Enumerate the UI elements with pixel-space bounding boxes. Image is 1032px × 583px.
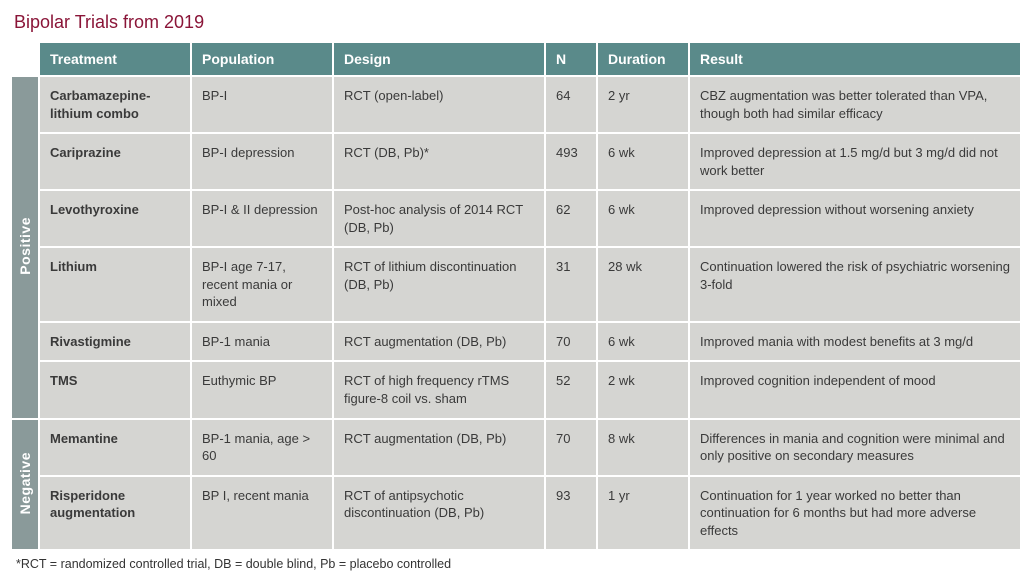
cell-design: RCT (open-label) — [334, 77, 544, 132]
cell-design: RCT augmentation (DB, Pb) — [334, 323, 544, 361]
cell-population: Euthymic BP — [192, 362, 332, 417]
cell-duration: 28 wk — [598, 248, 688, 321]
table-row: Risperidone augmentationBP I, recent man… — [12, 477, 1020, 550]
table-row: NegativeMemantineBP-1 mania, age > 60RCT… — [12, 420, 1020, 475]
cell-n: 64 — [546, 77, 596, 132]
cell-result: Improved depression without worsening an… — [690, 191, 1020, 246]
section-label-positive: Positive — [12, 77, 38, 418]
col-result: Result — [690, 43, 1020, 75]
footnote: *RCT = randomized controlled trial, DB =… — [10, 557, 1022, 571]
cell-design: RCT of antipsychotic discontinuation (DB… — [334, 477, 544, 550]
cell-duration: 2 wk — [598, 362, 688, 417]
cell-population: BP I, recent mania — [192, 477, 332, 550]
page-title: Bipolar Trials from 2019 — [10, 12, 1022, 33]
col-n: N — [546, 43, 596, 75]
cell-treatment: Memantine — [40, 420, 190, 475]
table-body: PositiveCarbamazepine-lithium comboBP-IR… — [12, 77, 1020, 549]
cell-design: RCT of lithium discontinuation (DB, Pb) — [334, 248, 544, 321]
col-treatment: Treatment — [40, 43, 190, 75]
cell-result: Improved depression at 1.5 mg/d but 3 mg… — [690, 134, 1020, 189]
table-row: RivastigmineBP-1 maniaRCT augmentation (… — [12, 323, 1020, 361]
cell-n: 62 — [546, 191, 596, 246]
cell-n: 31 — [546, 248, 596, 321]
trials-table: Treatment Population Design N Duration R… — [10, 41, 1022, 551]
table-row: PositiveCarbamazepine-lithium comboBP-IR… — [12, 77, 1020, 132]
col-population: Population — [192, 43, 332, 75]
cell-duration: 6 wk — [598, 134, 688, 189]
cell-n: 93 — [546, 477, 596, 550]
table-row: CariprazineBP-I depressionRCT (DB, Pb)*4… — [12, 134, 1020, 189]
cell-duration: 1 yr — [598, 477, 688, 550]
cell-population: BP-I depression — [192, 134, 332, 189]
cell-result: Improved mania with modest benefits at 3… — [690, 323, 1020, 361]
cell-population: BP-I — [192, 77, 332, 132]
cell-duration: 6 wk — [598, 191, 688, 246]
table-header-row: Treatment Population Design N Duration R… — [12, 43, 1020, 75]
cell-population: BP-I & II depression — [192, 191, 332, 246]
cell-n: 70 — [546, 420, 596, 475]
cell-design: RCT (DB, Pb)* — [334, 134, 544, 189]
cell-duration: 8 wk — [598, 420, 688, 475]
cell-n: 70 — [546, 323, 596, 361]
cell-population: BP-1 mania — [192, 323, 332, 361]
cell-treatment: Cariprazine — [40, 134, 190, 189]
cell-design: RCT augmentation (DB, Pb) — [334, 420, 544, 475]
col-design: Design — [334, 43, 544, 75]
table-row: LithiumBP-I age 7-17, recent mania or mi… — [12, 248, 1020, 321]
cell-treatment: Rivastigmine — [40, 323, 190, 361]
cell-result: Continuation for 1 year worked no better… — [690, 477, 1020, 550]
cell-design: Post-hoc analysis of 2014 RCT (DB, Pb) — [334, 191, 544, 246]
section-label-negative: Negative — [12, 420, 38, 550]
cell-treatment: Lithium — [40, 248, 190, 321]
cell-population: BP-I age 7-17, recent mania or mixed — [192, 248, 332, 321]
cell-treatment: TMS — [40, 362, 190, 417]
cell-n: 493 — [546, 134, 596, 189]
cell-treatment: Levothyroxine — [40, 191, 190, 246]
table-row: TMSEuthymic BPRCT of high frequency rTMS… — [12, 362, 1020, 417]
cell-population: BP-1 mania, age > 60 — [192, 420, 332, 475]
cell-duration: 6 wk — [598, 323, 688, 361]
cell-treatment: Carbamazepine-lithium combo — [40, 77, 190, 132]
cell-duration: 2 yr — [598, 77, 688, 132]
cell-result: CBZ augmentation was better tolerated th… — [690, 77, 1020, 132]
cell-result: Differences in mania and cognition were … — [690, 420, 1020, 475]
cell-n: 52 — [546, 362, 596, 417]
col-duration: Duration — [598, 43, 688, 75]
cell-result: Continuation lowered the risk of psychia… — [690, 248, 1020, 321]
header-corner — [12, 43, 38, 75]
cell-treatment: Risperidone augmentation — [40, 477, 190, 550]
cell-design: RCT of high frequency rTMS figure-8 coil… — [334, 362, 544, 417]
table-row: LevothyroxineBP-I & II depressionPost-ho… — [12, 191, 1020, 246]
cell-result: Improved cognition independent of mood — [690, 362, 1020, 417]
